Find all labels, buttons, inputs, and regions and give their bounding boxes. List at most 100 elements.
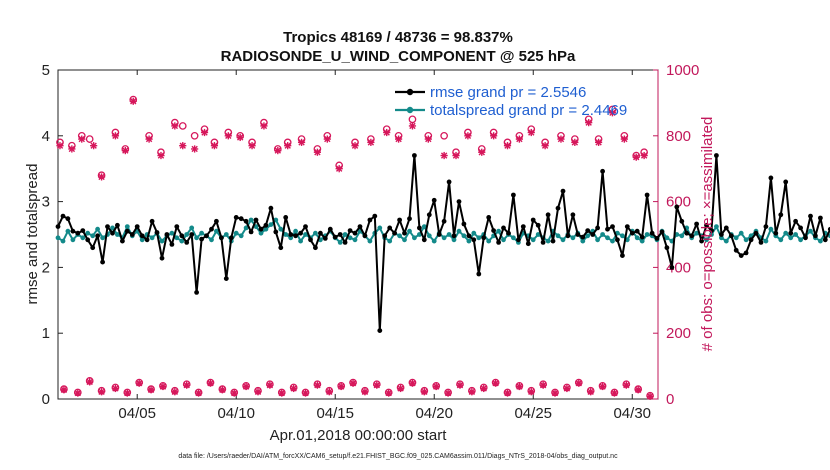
totalspread-point [174,235,180,241]
totalspread-point [545,238,551,244]
totalspread-point [352,237,358,243]
obs-assimilated-marker-stroke-d2 [504,389,511,397]
rmse-point [154,230,160,235]
obs-assimilated-marker-stroke-d2 [563,385,571,392]
totalspread-point [313,230,318,236]
totalspread-point [139,237,145,243]
totalspread-point [585,233,591,239]
totalspread-point [580,238,586,244]
obs-assimilated-marker [622,381,630,389]
totalspread-point [595,237,600,243]
obs-possible-marker [190,131,199,140]
totalspread-point [600,232,605,237]
obs-assimilated-marker [515,382,523,391]
series-rmse [55,153,830,333]
rmse-point [803,235,808,241]
obs-possible-marker [440,131,448,140]
obs-assimilated-marker [145,135,153,143]
obs-assimilated-marker-stroke-d2 [395,135,402,143]
obs-assimilated-marker [274,147,282,155]
rmse-point [258,226,264,232]
obs-assimilated-marker-stroke-d2 [242,383,250,390]
obs-assimilated-marker [351,142,359,150]
totalspread-point [768,226,774,232]
rmse-point [763,224,769,230]
x-tick-label: 04/15 [316,405,354,422]
totalspread-point [501,237,506,243]
totalspread-point [694,230,699,236]
rmse-point [704,222,709,228]
obs-assimilated-marker [278,389,286,397]
rmse-point [417,225,422,231]
totalspread-point [95,226,100,232]
obs-assimilated-marker-stroke-d2 [468,388,476,395]
obs-assimilated-marker [236,133,244,142]
rmse-point [402,230,407,236]
obs-assimilated-marker-stroke-d2 [90,142,97,149]
totalspread-point [783,230,789,236]
obs-assimilated-marker [608,109,617,117]
totalspread-point [90,233,96,239]
obs-assimilated-marker [432,382,440,391]
y-axis-left-label: rmse and totalspread [24,164,41,305]
totalspread-point [639,238,645,244]
rmse-point [263,222,269,228]
obs-assimilated-marker [598,382,607,391]
totalspread-point [610,238,615,244]
totalspread-point [397,233,402,239]
rmse-point [570,212,576,218]
obs-assimilated-marker [56,142,64,150]
obs-assimilated-marker-stroke-d2 [433,383,440,390]
rmse-point [100,259,105,265]
obs-assimilated-marker-stroke-d2 [349,380,357,387]
x-tick-label: 04/10 [217,405,255,422]
y-tick-label-right: 600 [666,194,691,211]
obs-assimilated-marker [420,388,428,396]
obs-assimilated-marker-stroke-d2 [337,383,345,390]
totalspread-point [808,228,813,234]
obs-assimilated-marker [440,151,448,160]
obs-assimilated-marker [610,389,619,397]
rmse-point [590,232,596,237]
obs-assimilated-marker-stroke-d2 [480,385,487,392]
rmse-point [199,236,205,242]
rmse-point [634,228,640,234]
obs-assimilated-marker [194,389,203,397]
rmse-point [421,237,427,243]
totalspread-point [793,232,798,237]
legend-rmse-label: rmse grand pr = 2.5546 [430,84,586,101]
totalspread-point [733,235,739,241]
rmse-point [273,229,279,235]
rmse-point [313,245,318,251]
obs-assimilated-marker-stroke-d2 [646,393,654,400]
x-tick-label: 04/05 [118,405,156,422]
obs-assimilated-marker-stroke-d2 [302,389,309,397]
rmse-point [733,247,739,253]
rmse-point [466,233,472,239]
rmse-point [441,218,447,224]
obs-assimilated-marker-stroke-d2 [440,152,448,159]
rmse-point [347,228,353,234]
totalspread-point [431,238,437,244]
obs-assimilated-marker [60,386,68,394]
totalspread-point [778,237,784,243]
rmse-point [516,237,521,243]
rmse-point [214,218,219,224]
rmse-point [476,271,482,277]
obs-assimilated-marker-stroke-d2 [98,173,105,181]
totalspread-point [65,228,71,234]
rmse-point [397,217,402,223]
rmse-point [337,232,343,237]
obs-assimilated-marker [515,135,523,143]
rmse-point [372,213,378,219]
obs-assimilated-marker-stroke-d2 [551,389,559,397]
obs-assimilated-marker-stroke-d2 [335,165,343,172]
obs-assimilated-marker-stroke-d2 [516,135,523,143]
totalspread-point [184,232,190,237]
obs-assimilated-marker-stroke-d2 [373,381,381,389]
totalspread-point [412,235,417,241]
obs-assimilated-marker-stroke-d2 [145,135,153,143]
obs-assimilated-marker-stroke-d2 [516,383,523,390]
rmse-point [352,230,358,236]
obs-assimilated-marker [551,389,559,397]
